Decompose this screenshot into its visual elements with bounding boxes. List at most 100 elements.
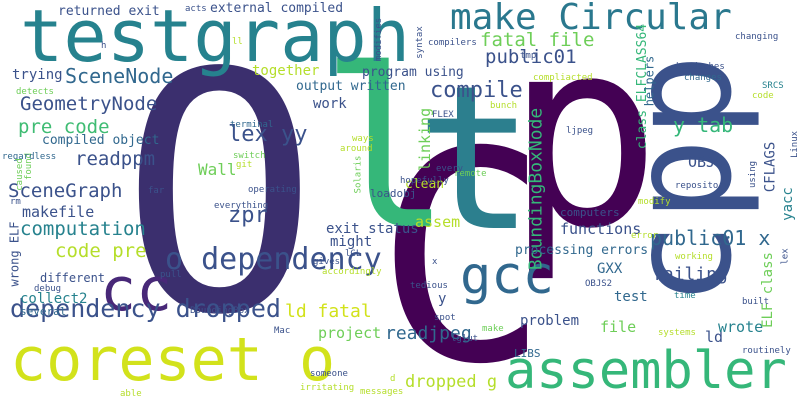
word-ways: ways xyxy=(352,134,374,144)
word-wrote: wrote xyxy=(718,318,764,336)
word-processing-errors: processing errors xyxy=(515,243,649,258)
word-pull: pull xyxy=(160,270,182,280)
word-trying: trying xyxy=(12,67,63,83)
word-yacc: yacc xyxy=(779,187,796,221)
word-h: h xyxy=(101,41,107,51)
word-mac: Mac xyxy=(274,326,291,336)
word-objs: OBJS xyxy=(688,153,725,171)
word-assembler: assembler xyxy=(505,341,787,400)
word-changing: changing xyxy=(735,32,779,42)
word-make: make xyxy=(482,324,504,334)
word-exit-status: exit status xyxy=(326,221,419,237)
word-built: built xyxy=(742,297,770,307)
word-able: able xyxy=(120,389,142,399)
word-make-circular: make Circular xyxy=(450,0,732,38)
word-around: around xyxy=(340,144,373,154)
word-code-pre: code pre xyxy=(55,240,147,262)
word-failing: failing xyxy=(652,264,728,285)
word-lex: lex xyxy=(780,248,791,265)
word-computers: computers xyxy=(560,206,620,219)
word-readjpeg: readjpeg xyxy=(385,323,472,344)
word-debug: debug xyxy=(34,284,62,294)
word-headaches: headaches xyxy=(676,62,725,72)
word-assem: assem xyxy=(415,213,461,231)
word-file: file xyxy=(600,318,637,336)
word-code: code xyxy=(752,91,774,101)
word-libs: LIBS xyxy=(514,347,541,360)
word-operating: operating xyxy=(248,185,297,195)
word-caused: caused xyxy=(14,158,25,191)
word-far: far xyxy=(148,186,165,196)
word-compilers: compilers xyxy=(428,38,477,48)
word-fatal-file: fatal file xyxy=(480,29,595,51)
word-flex: FLEX xyxy=(432,110,454,120)
word-objs2: OBJS2 xyxy=(585,279,613,289)
word-l-large: l xyxy=(320,22,453,278)
word-everything: everything xyxy=(214,201,269,211)
word-work: work xyxy=(313,96,347,112)
word-changes: changes xyxy=(684,73,722,83)
word-geometrynode: GeometryNode xyxy=(20,93,158,115)
word-switch: switch xyxy=(233,151,266,161)
word-regardless: regardless xyxy=(2,152,57,162)
word-cflags: CFLAGS xyxy=(762,141,779,193)
word-compliacted: compliacted xyxy=(533,73,593,83)
word-pre-code: pre code xyxy=(18,116,110,138)
word-public01: public01 xyxy=(485,46,577,68)
word-modify: modify xyxy=(638,197,671,207)
word-dropped-g: dropped g xyxy=(405,372,498,392)
word-x: x xyxy=(432,257,438,267)
word-testgraph: testgraph xyxy=(20,0,411,78)
word-dependency-dropped: dependency dropped xyxy=(10,294,281,323)
word-rm: rm xyxy=(10,197,21,207)
word-helpers: helpers xyxy=(642,55,657,107)
word-makefile: makefile xyxy=(22,203,95,221)
word-routinely: routinely xyxy=(742,346,791,356)
word-scenenode: SceneNode xyxy=(65,64,174,88)
word-compiled-object: compiled object xyxy=(42,133,160,148)
word-remote: remote xyxy=(454,169,487,179)
word-external-compiled: external compiled xyxy=(210,1,344,16)
word-different: different xyxy=(40,271,106,285)
word-scenegraph: SceneGraph xyxy=(8,180,123,202)
word-loadobj: loadobj xyxy=(370,187,417,200)
word-problem: problem xyxy=(520,313,580,329)
word-o-large: O xyxy=(120,3,319,387)
word-gxx: GXX xyxy=(597,261,623,277)
word-srcs: SRCS xyxy=(762,81,784,91)
word-syntax: syntax xyxy=(414,26,425,59)
word-gives: gives xyxy=(313,257,341,267)
word-project: project xyxy=(318,324,382,342)
word-p-large: p xyxy=(505,0,662,286)
word-wall: Wall xyxy=(198,160,237,179)
word-cc: cc xyxy=(100,255,173,325)
word-detects: detects xyxy=(16,87,54,97)
word-returned-exit: returned exit xyxy=(58,4,160,19)
word-git: git xyxy=(236,160,253,170)
word-bunch: bunch xyxy=(490,101,518,111)
word-ljpeg: ljpeg xyxy=(566,126,594,136)
word-might: might xyxy=(330,234,373,250)
word-spot: spot xyxy=(434,313,456,323)
word-using: using xyxy=(748,160,759,189)
word-public01-x: public01 x xyxy=(650,226,771,250)
word-o-dependency: o dependency xyxy=(165,242,382,277)
word-compile: compile xyxy=(430,78,523,103)
word-c-large: C xyxy=(375,91,550,400)
word-systems: systems xyxy=(658,328,696,338)
word-wrong-elf: wrong ELF xyxy=(7,221,22,287)
word-modifies: modifies xyxy=(374,17,385,62)
word-every: every xyxy=(436,164,464,174)
word-readppm: readppm xyxy=(75,148,156,170)
word-boundingbox: BoundingBox xyxy=(190,306,250,316)
word-output-written: output written xyxy=(296,79,406,94)
word-repository: repository xyxy=(675,181,730,191)
word-error: error xyxy=(631,231,659,241)
word-zpr: zpr xyxy=(228,203,268,228)
word-y: y xyxy=(438,291,447,307)
word-ll: ll xyxy=(232,37,243,47)
word-t-large: t xyxy=(415,43,536,276)
word-terminal: terminal xyxy=(230,120,274,130)
word-tmp: tmp xyxy=(520,51,537,61)
